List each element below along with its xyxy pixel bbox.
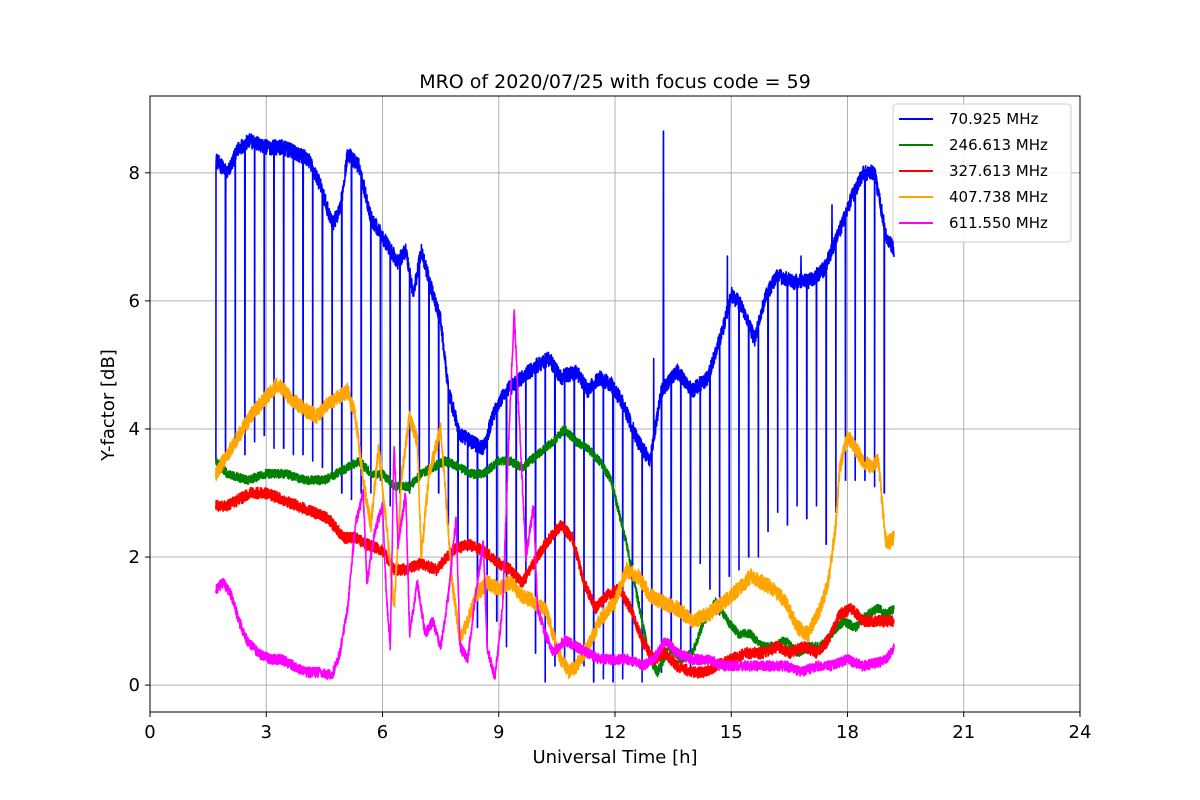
x-tick-label: 0 <box>144 722 155 743</box>
x-tick-label: 12 <box>604 722 627 743</box>
legend-box <box>892 103 1072 243</box>
series-line-3 <box>215 377 895 680</box>
series-line-2 <box>215 486 895 679</box>
legend-label: 70.925 MHz <box>949 110 1038 128</box>
x-axis-label: Universal Time [h] <box>532 747 697 768</box>
x-tick-label: 21 <box>952 722 975 743</box>
y-tick-label: 0 <box>129 675 140 696</box>
x-tick-label: 3 <box>261 722 272 743</box>
x-tick-label: 9 <box>493 722 504 743</box>
legend-label: 611.550 MHz <box>949 214 1048 232</box>
chart-title: MRO of 2020/07/25 with focus code = 59 <box>419 71 811 93</box>
legend-label: 327.613 MHz <box>949 162 1048 180</box>
legend: 70.925 MHz 246.613 MHz 327.613 MHz 407.738 … <box>892 103 1072 243</box>
y-axis-label: Y-factor [dB] <box>98 349 119 462</box>
x-tick-label: 24 <box>1069 722 1092 743</box>
series-line-4 <box>215 309 895 680</box>
series-lines <box>215 130 895 683</box>
y-tick-label: 6 <box>129 291 140 312</box>
y-tick-label: 8 <box>129 163 140 184</box>
y-tick-label: 4 <box>129 419 140 440</box>
legend-label: 407.738 MHz <box>949 188 1048 206</box>
x-tick-label: 6 <box>377 722 388 743</box>
series-line-0 <box>215 130 895 683</box>
x-tick-label: 18 <box>836 722 859 743</box>
x-tick-label: 15 <box>720 722 743 743</box>
legend-label: 246.613 MHz <box>949 136 1048 154</box>
y-tick-label: 2 <box>129 547 140 568</box>
